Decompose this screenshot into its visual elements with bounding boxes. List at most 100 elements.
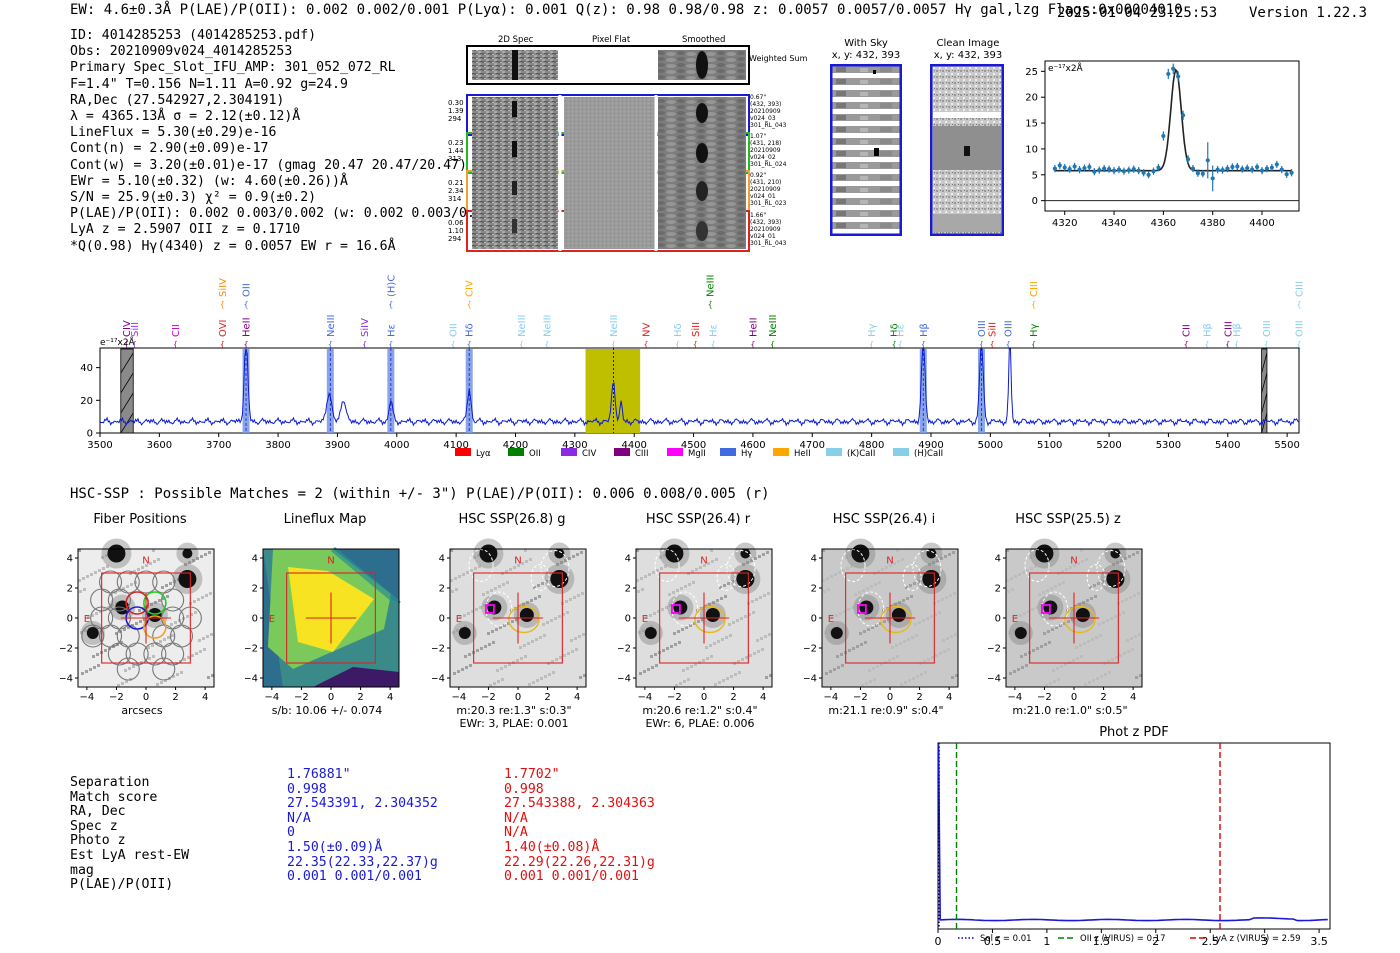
image-noise-pixel [1064,663,1067,666]
fiber-4-right: 1.66" (432, 393) 20210909 v024_01 301_RL… [750,212,786,247]
image-ytick-label: 0 [995,614,1001,625]
fiber-2-left-val: 313 [448,155,462,163]
image-noise-pixel [718,681,721,684]
image-source [458,627,471,639]
image-noise-pixel [1042,591,1045,594]
image-noise-pixel [1089,586,1092,589]
spectrum-trace [99,348,1300,427]
image-noise-pixel [1011,588,1014,591]
image-noise-pixel [1101,580,1104,583]
image-ytick-label: −2 [804,644,817,655]
image-source [851,544,870,563]
image-noise-pixel [550,619,553,622]
match-aperture-ellipse [508,605,540,634]
line-fit-point [1111,168,1117,173]
image-noise-pixel [541,582,544,585]
image-noise-pixel [947,648,950,651]
image-noise-pixel [524,549,527,552]
image-noise-pixel [98,569,101,572]
line-fit-point [1284,172,1289,177]
image-noise-pixel [465,666,468,669]
line-fit-point [1289,170,1294,175]
image-noise-pixel [115,602,118,605]
spectrum-frame [99,347,1300,434]
spectrum-xtick-label: 4500 [681,440,706,451]
match-aperture-ellipse [694,605,726,634]
fiber-1-right-val: 20210909 [750,108,781,115]
fiber-circle [143,642,167,666]
line-fit-xtick-label: 4380 [1200,218,1225,229]
image-noise-pixel [509,568,512,571]
spectrum-masked-band [120,348,134,434]
line-fit-point [1250,167,1255,172]
image-noise-pixel [710,655,713,658]
image-noise-pixel [898,601,901,604]
image-noise-pixel [917,580,920,583]
image-noise-pixel [171,634,174,637]
image-noise-pixel [880,663,883,666]
info-wavelength: λ = 4365.13Å σ = 2.12(±0.12)Å [70,109,301,125]
image-noise-pixel [186,615,189,618]
image-ytick-label: −2 [988,644,1001,655]
image-noise-pixel [889,564,892,567]
image-noise-pixel [712,601,715,604]
fiber-circle [125,642,149,666]
image-noise-pixel [1108,671,1111,674]
image-noise-pixel [830,575,833,578]
image-noise-pixel [477,554,480,557]
fiber-4-left-val: 1.10 [448,227,464,235]
image-noise-pixel [650,625,653,628]
image-noise-pixel [1104,673,1107,676]
spectrum-line-bracket: { [921,340,926,349]
fiber-circle-red [125,591,149,615]
image-noise-pixel [685,626,688,629]
match-red: 1.7702" 0.998 27.543388, 2.304363 N/A N/… [504,767,655,885]
match-marker-square [857,604,867,614]
image-source-aperture [540,550,570,587]
clean-image-header: Clean Image x, y: 432, 393 [928,38,1008,62]
spectrum-ytick-label: 0 [87,429,93,440]
image-noise-pixel [851,606,854,609]
image-noise-pixel [563,654,566,657]
photoz-xtick-label: 2.5 [1201,935,1219,948]
image-noise-pixel [722,679,725,682]
hsc-match-header: HSC-SSP : Possible Matches = 2 (within +… [70,486,770,502]
info-primary-spec: Primary Spec_Slot_IFU_AMP: 301_052_072_R… [70,60,396,76]
image-noise-pixel [554,617,557,620]
image-noise-pixel [1036,647,1039,650]
line-fit-point [1205,158,1210,163]
image-noise-pixel [678,641,681,644]
image-noise-pixel [114,591,117,594]
image-noise-pixel [156,683,159,686]
spectrum-xtick-label: 4000 [384,440,409,451]
image-source-aperture [716,564,736,591]
image-panel: Lineflux Map N E −4 −4 −2 −2 0 0 2 2 4 4 s/b: 10.06 +… [243,512,409,717]
image-xtick-label: −2 [853,692,868,703]
fiber-1-right-val: 301_RL_043 [750,122,787,129]
image-noise-pixel [746,561,749,564]
image-ytick-label: 4 [995,554,1001,565]
image-noise-pixel [1114,615,1117,618]
image-noise-pixel [453,672,456,675]
image-noise-pixel [491,630,494,633]
clean-image-title: Clean Image [936,38,1000,49]
image-noise-pixel [670,645,673,648]
image-noise-pixel [1020,625,1023,628]
image-noise-pixel [871,626,874,629]
image-noise-pixel [462,573,465,576]
image-noise-pixel [581,592,584,595]
line-fit-point [1180,113,1186,118]
search-box [1029,572,1119,664]
image-noise-pixel [822,579,825,582]
image-noise-pixel [1094,595,1097,598]
image-noise-pixel [690,665,693,668]
image-ytick-label: 2 [811,584,817,595]
image-noise-pixel [502,583,505,586]
image-noise-pixel [567,652,570,655]
compass-east-icon: E [828,614,834,625]
image-noise-pixel [676,589,679,592]
image-noise-pixel [164,679,167,682]
lineflux-map-streak [331,546,401,607]
image-noise-pixel [749,654,752,657]
image-noise-pixel [560,561,563,564]
